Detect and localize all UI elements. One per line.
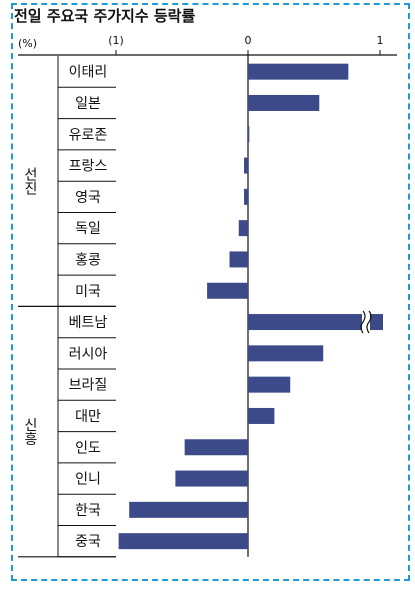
bar — [184, 439, 248, 456]
category-label: 중국 — [75, 534, 101, 550]
break-mark — [360, 310, 366, 334]
bar — [244, 188, 248, 205]
bar — [238, 220, 248, 237]
bar — [129, 501, 248, 518]
category-label: 영국 — [75, 190, 101, 206]
bar — [248, 314, 383, 331]
bar — [248, 63, 349, 80]
category-label: 한국 — [75, 503, 101, 519]
category-label: 일본 — [75, 96, 101, 112]
bar — [175, 470, 248, 487]
unit-label: (%) — [18, 37, 37, 50]
category-label: 대만 — [75, 409, 101, 425]
category-label: 브라질 — [69, 378, 108, 394]
category-label: 미국 — [75, 284, 101, 300]
bar — [248, 94, 320, 111]
category-label: 이태리 — [69, 65, 108, 81]
bar — [229, 251, 248, 268]
break-gap — [362, 311, 370, 334]
category-label: 프랑스 — [69, 159, 108, 175]
bar — [248, 407, 275, 424]
bar — [248, 376, 291, 393]
category-label: 유로존 — [69, 127, 108, 143]
x-tick-label: (1) — [108, 34, 124, 47]
bar — [118, 533, 248, 550]
category-label: 홍콩 — [75, 252, 101, 268]
group-label: 신흥 — [22, 418, 38, 446]
x-tick-label: 0 — [245, 34, 252, 47]
chart-title: 전일 주요국 주가지수 등락률 — [14, 7, 196, 25]
bar — [244, 157, 248, 174]
bar — [248, 126, 250, 143]
x-tick-label: 1 — [377, 34, 384, 47]
group-label: 선진 — [22, 167, 38, 195]
bar — [248, 345, 324, 362]
break-mark — [366, 310, 372, 334]
category-label: 베트남 — [69, 315, 108, 331]
category-label: 인니 — [75, 472, 101, 488]
category-label: 인도 — [75, 440, 101, 456]
category-label: 독일 — [75, 221, 101, 237]
bar — [207, 282, 248, 299]
category-label: 러시아 — [69, 346, 108, 362]
